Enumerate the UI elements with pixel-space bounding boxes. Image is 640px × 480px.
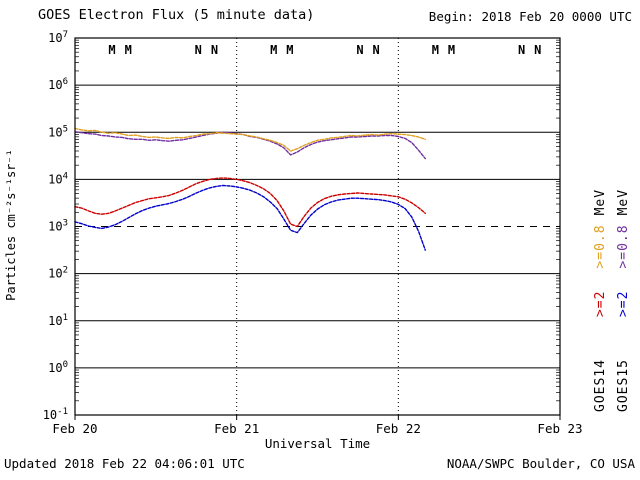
legend-goes15-e08-label: >=0.8 [615, 224, 631, 269]
plot-border [74, 37, 561, 416]
satellite-midnight-marker: M [108, 43, 115, 57]
begin-timestamp: Begin: 2018 Feb 20 0000 UTC [428, 9, 632, 24]
satellite-midnight-marker: M [125, 43, 132, 57]
y-tick-label: 102 [48, 266, 68, 281]
y-tick-label: 101 [48, 313, 68, 328]
legend-goes14-e08-label: >=0.8 [592, 224, 608, 269]
legend-goes15-satellite: GOES15 [615, 359, 631, 412]
updated-timestamp: Updated 2018 Feb 22 04:06:01 UTC [4, 456, 245, 471]
legend-goes15-e2-label: >=2 [615, 290, 631, 318]
x-axis-title: Universal Time [265, 436, 370, 451]
legend-goes14: GOES14 >=2 >=0.8 MeV [590, 126, 610, 412]
x-tick-label: Feb 20 [52, 421, 97, 436]
chart-title: GOES Electron Flux (5 minute data) [38, 7, 315, 23]
source-credit: NOAA/SWPC Boulder, CO USA [446, 456, 635, 471]
satellite-noon-marker: N [211, 43, 218, 57]
y-axis-label: Particles cm⁻²s⁻¹sr⁻¹ [4, 149, 18, 301]
flux-plot: 10-1 100 101 102 103 104 105 106 107 Feb 20 Feb 21… [43, 30, 583, 451]
satellite-midnight-marker: M [432, 43, 439, 57]
legend-goes14-satellite: GOES14 [592, 359, 608, 412]
y-tick-label: 105 [48, 124, 68, 139]
y-tick-label: 100 [48, 360, 68, 375]
y-tick-label: 104 [48, 171, 68, 186]
x-tick-label: Feb 22 [376, 421, 421, 436]
series-goes14-e08 [74, 127, 426, 152]
satellite-midnight-marker: M [270, 43, 277, 57]
legend-goes15: GOES15 >=2 >=0.8 MeV [613, 126, 633, 412]
x-tick-label: Feb 21 [214, 421, 259, 436]
legend-goes14-e2-label: >=2 [592, 290, 608, 318]
satellite-midnight-marker: M [286, 43, 293, 57]
satellite-noon-marker: N [518, 43, 525, 57]
satellite-midnight-marker: M [448, 43, 455, 57]
satellite-noon-marker: N [534, 43, 541, 57]
y-tick-label: 103 [48, 219, 68, 234]
legend-goes15-mev-label: MeV [615, 188, 631, 216]
y-tick-label: 107 [48, 30, 68, 45]
legend-goes14-mev-label: MeV [592, 188, 608, 216]
series-goes15-e2 [74, 184, 426, 251]
satellite-noon-marker: N [372, 43, 379, 57]
satellite-noon-marker: N [356, 43, 363, 57]
x-tick-label: Feb 23 [537, 421, 582, 436]
series-goes14-e2 [74, 177, 426, 228]
y-tick-label: 10-1 [43, 407, 68, 422]
y-tick-label: 106 [48, 77, 68, 92]
satellite-noon-marker: N [195, 43, 202, 57]
